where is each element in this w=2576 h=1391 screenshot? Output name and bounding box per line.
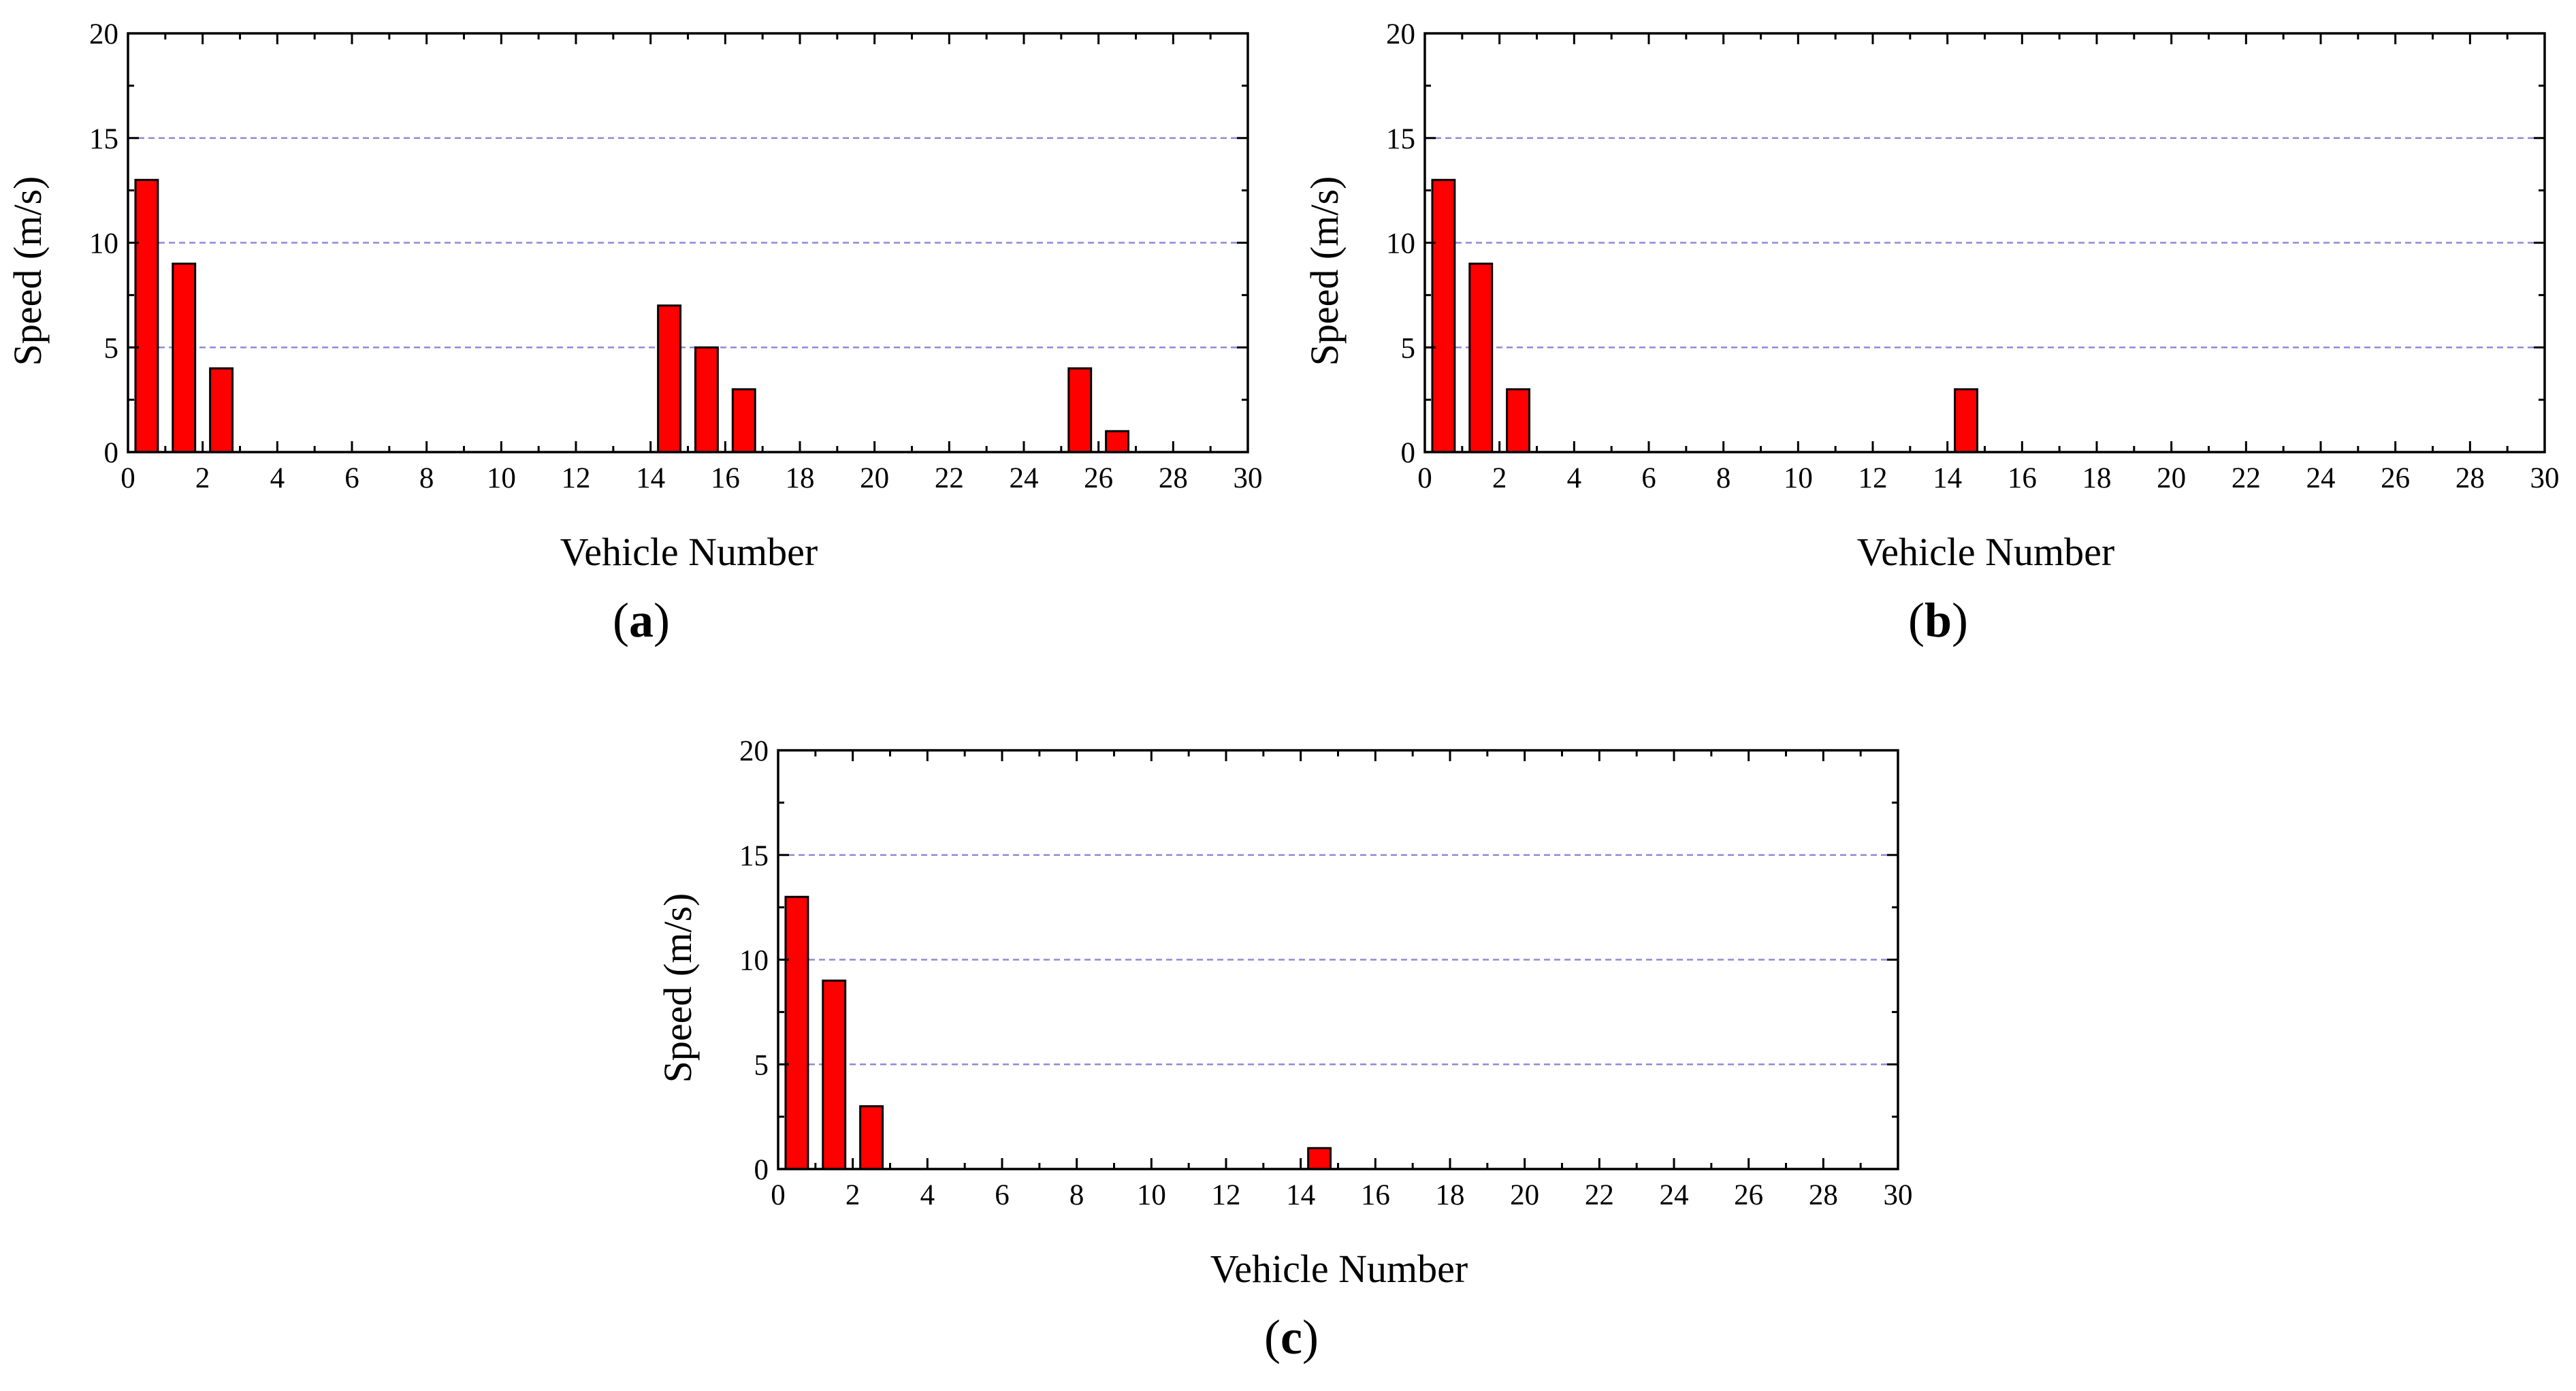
bar-2 — [172, 262, 197, 453]
panel-label: (b) — [1908, 593, 1968, 647]
y-tick-label: 20 — [89, 18, 118, 50]
x-tick-label: 2 — [846, 1179, 860, 1211]
y-tick-label: 15 — [739, 840, 769, 872]
x-tick-label: 28 — [1809, 1179, 1838, 1211]
chart-panel-b: 0 2 4 6 8 10 12 14 16 18 20 22 24 26 28 30 0 5 10 15 20 Spee… — [1302, 10, 2560, 691]
x-tick-label: 24 — [1660, 1179, 1689, 1211]
bar-2 — [822, 979, 847, 1170]
x-tick-label: 10 — [1784, 462, 1813, 494]
y-tick-label: 15 — [1386, 123, 1415, 155]
panel-label: (c) — [1264, 1310, 1319, 1364]
x-tick-label: 12 — [562, 462, 591, 494]
bar-4 — [657, 304, 682, 453]
x-tick-label: 14 — [1933, 462, 1962, 494]
x-tick-label: 20 — [1510, 1179, 1539, 1211]
x-tick-label: 26 — [1734, 1179, 1763, 1211]
y-tick-label: 0 — [1401, 437, 1416, 469]
x-tick-label: 2 — [195, 462, 210, 494]
bar-6 — [731, 388, 756, 453]
y-tick-label: 10 — [739, 945, 769, 977]
x-tick-label: 12 — [1858, 462, 1888, 494]
x-tick-label: 28 — [1159, 462, 1188, 494]
x-tick-label: 26 — [1084, 462, 1113, 494]
x-tick-label: 26 — [2381, 462, 2410, 494]
x-tick-label: 24 — [2306, 462, 2336, 494]
x-tick-label: 0 — [1417, 462, 1432, 494]
bar-1 — [1431, 178, 1456, 453]
x-tick-label: 6 — [1641, 462, 1656, 494]
x-tick-label: 4 — [270, 462, 285, 494]
x-tick-label: 4 — [920, 1179, 935, 1211]
x-tick-label: 6 — [995, 1179, 1010, 1211]
x-tick-label: 16 — [711, 462, 740, 494]
x-tick-label: 22 — [935, 462, 964, 494]
x-axis-label: Vehicle Number — [1210, 1247, 1468, 1291]
x-tick-label: 30 — [1884, 1179, 1913, 1211]
x-tick-label: 6 — [344, 462, 359, 494]
x-tick-label: 10 — [1137, 1179, 1166, 1211]
y-axis-label: Speed (m/s) — [656, 893, 700, 1083]
chart-panel-c: 0 2 4 6 8 10 12 14 16 18 20 22 24 26 28 30 0 5 10 15 20 Spee… — [656, 727, 1913, 1391]
bar-3 — [859, 1105, 884, 1170]
x-tick-label: 20 — [2157, 462, 2186, 494]
x-tick-label: 8 — [1069, 1179, 1084, 1211]
bar-1 — [784, 895, 809, 1170]
x-tick-label: 18 — [786, 462, 815, 494]
x-tick-label: 18 — [2082, 462, 2112, 494]
bar-4 — [1954, 388, 1979, 453]
y-axis-label: Speed (m/s) — [5, 176, 50, 366]
x-tick-label: 12 — [1212, 1179, 1241, 1211]
x-tick-label: 18 — [1436, 1179, 1465, 1211]
bar-1 — [134, 178, 159, 453]
bar-3 — [1506, 388, 1531, 453]
y-tick-label: 20 — [739, 735, 769, 767]
bar-2 — [1468, 262, 1494, 453]
bar-7 — [1067, 367, 1093, 453]
bar-8 — [1105, 430, 1130, 453]
y-tick-label: 10 — [1386, 228, 1415, 260]
x-tick-label: 22 — [2232, 462, 2261, 494]
x-axis-label: Vehicle Number — [560, 530, 818, 574]
x-tick-label: 0 — [771, 1179, 786, 1211]
x-tick-label: 10 — [487, 462, 516, 494]
x-tick-label: 20 — [860, 462, 889, 494]
x-tick-label: 24 — [1010, 462, 1039, 494]
x-tick-label: 0 — [120, 462, 135, 494]
x-tick-label: 30 — [1234, 462, 1263, 494]
x-tick-label: 4 — [1567, 462, 1582, 494]
x-tick-label: 30 — [2530, 462, 2560, 494]
chart-panel-a: 0 2 4 6 8 10 12 14 16 18 20 22 24 26 28 30 0 5 10 15 20 Spee… — [5, 10, 1263, 691]
y-tick-label: 5 — [104, 332, 119, 364]
y-tick-label: 10 — [89, 228, 118, 260]
x-tick-label: 8 — [419, 462, 434, 494]
x-tick-label: 16 — [2008, 462, 2037, 494]
x-tick-label: 22 — [1585, 1179, 1614, 1211]
y-tick-label: 15 — [89, 123, 118, 155]
x-tick-label: 16 — [1361, 1179, 1390, 1211]
bar-4 — [1307, 1147, 1332, 1170]
x-axis-label: Vehicle Number — [1857, 530, 2114, 574]
bar-3 — [209, 367, 234, 453]
y-axis-label: Speed (m/s) — [1302, 176, 1347, 366]
y-tick-label: 0 — [104, 437, 119, 469]
y-tick-label: 0 — [754, 1154, 769, 1186]
x-tick-label: 14 — [1286, 1179, 1315, 1211]
x-tick-label: 14 — [636, 462, 665, 494]
y-tick-label: 5 — [1401, 332, 1416, 364]
x-tick-label: 28 — [2456, 462, 2485, 494]
x-tick-label: 2 — [1492, 462, 1507, 494]
bar-5 — [694, 346, 719, 453]
y-tick-label: 20 — [1386, 18, 1415, 50]
panel-label: (a) — [613, 593, 670, 647]
x-tick-label: 8 — [1716, 462, 1731, 494]
y-tick-label: 5 — [754, 1049, 769, 1081]
